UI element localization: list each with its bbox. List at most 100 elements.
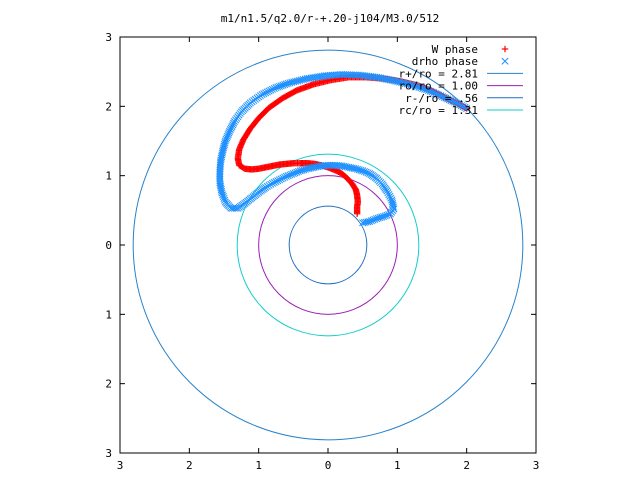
drho-phase-point [270,178,278,186]
drho-phase-point [444,95,452,103]
circle-r [132,49,524,441]
drho-phase-point [457,102,466,110]
drho-phase-point [216,177,224,185]
drho-phase-point [452,99,460,107]
drho-phase-point [232,204,240,212]
drho-phase-point [386,192,394,200]
data-series [216,70,471,227]
circle-r [258,175,398,315]
drho-phase-point [421,85,429,93]
drho-phase-point [424,86,433,94]
drho-phase-point [456,101,464,109]
drho-phase-point [265,87,273,95]
drho-phase-point [216,179,224,187]
drho-phase-point [230,204,238,212]
drho-phase-point [263,88,271,96]
drho-phase-point [388,196,396,204]
drho-phase-point [426,87,434,95]
y-tick-label: 0 [105,239,112,252]
circle-r [288,205,368,285]
drho-phase-point [430,89,438,97]
drho-phase-point [445,96,453,104]
y-tick-label: 3 [105,447,112,460]
drho-phase-point [258,90,266,99]
drho-phase-point [274,177,282,185]
drho-phase-point [331,161,339,169]
drho-phase-point [423,86,431,94]
drho-phase-point [221,196,229,204]
x-tick-label: 0 [325,459,332,472]
drho-phase-point [463,104,471,112]
legend-label: rc/ro = 1.31 [399,104,478,117]
drho-phase-point [216,175,224,183]
legend-label: r-/ro = .56 [405,92,478,105]
reference-circles [132,49,524,441]
x-tick-label: 1 [255,459,262,472]
chart-title: m1/n1.5/q2.0/r-+.20-j104/M3.0/512 [221,12,440,25]
drho-phase-point [267,86,275,94]
drho-phase-point [234,204,242,212]
x-tick-label: 1 [394,459,401,472]
drho-phase-point [459,103,467,111]
legend-marker [501,57,509,65]
drho-phase-point [268,85,277,93]
drho-phase-point [230,119,238,127]
drho-phase-point [329,161,337,169]
legend-label: W phase [432,43,478,56]
x-tick-label: 3 [117,459,124,472]
drho-phase-point [327,161,336,169]
drho-phase-point [409,81,417,90]
drho-phase-point [221,198,229,206]
drho-phase-point [437,92,445,100]
legend-label: r+/ro = 2.81 [399,67,478,80]
drho-phase-point [220,194,228,202]
drho-phase-point [219,193,227,201]
drho-phase-point [433,90,441,98]
drho-phase-point [417,84,425,92]
drho-phase-point [384,189,392,197]
drho-phase-point [282,172,290,180]
legend-label: ro/ro = 1.00 [399,80,478,93]
drho-phase-point [279,174,287,182]
drho-phase-point [415,83,423,91]
drho-phase-point [442,94,450,102]
drho-phase-point [461,103,469,112]
drho-phase-point [388,198,396,206]
drho-phase-point [281,173,289,181]
x-tick-label: 3 [533,459,540,472]
drho-phase-point [419,84,427,93]
drho-phase-point [435,91,443,99]
y-tick-label: 1 [105,170,112,183]
drho-phase-point [262,89,270,97]
circle-r [236,153,420,337]
drho-phase-point [454,100,462,108]
drho-phase-point [428,88,436,96]
x-tick-label: 2 [463,459,470,472]
drho-phase-point [260,90,268,98]
legend-label: drho phase [412,55,478,68]
y-tick-label: 2 [105,378,112,391]
drho-phase-point [447,96,455,105]
drho-phase-point [277,175,285,183]
drho-phase-point [272,178,280,186]
drho-phase-point [449,97,457,105]
drho-phase-point [438,93,446,101]
drho-phase-point [387,194,395,202]
drho-phase-point [413,83,421,91]
drho-phase-point [385,190,393,199]
drho-phase-point [440,93,448,101]
drho-phase-point [431,89,440,98]
x-tick-label: 2 [186,459,193,472]
drho-phase-point [216,173,224,181]
y-tick-label: 3 [105,31,112,44]
drho-phase-point [216,172,224,180]
drho-phase-point [407,81,415,89]
y-tick-label: 2 [105,100,112,113]
drho-phase-point [450,98,459,106]
legend-marker [501,45,509,53]
drho-phase-point [284,172,292,180]
drho-phase-point [275,176,284,184]
